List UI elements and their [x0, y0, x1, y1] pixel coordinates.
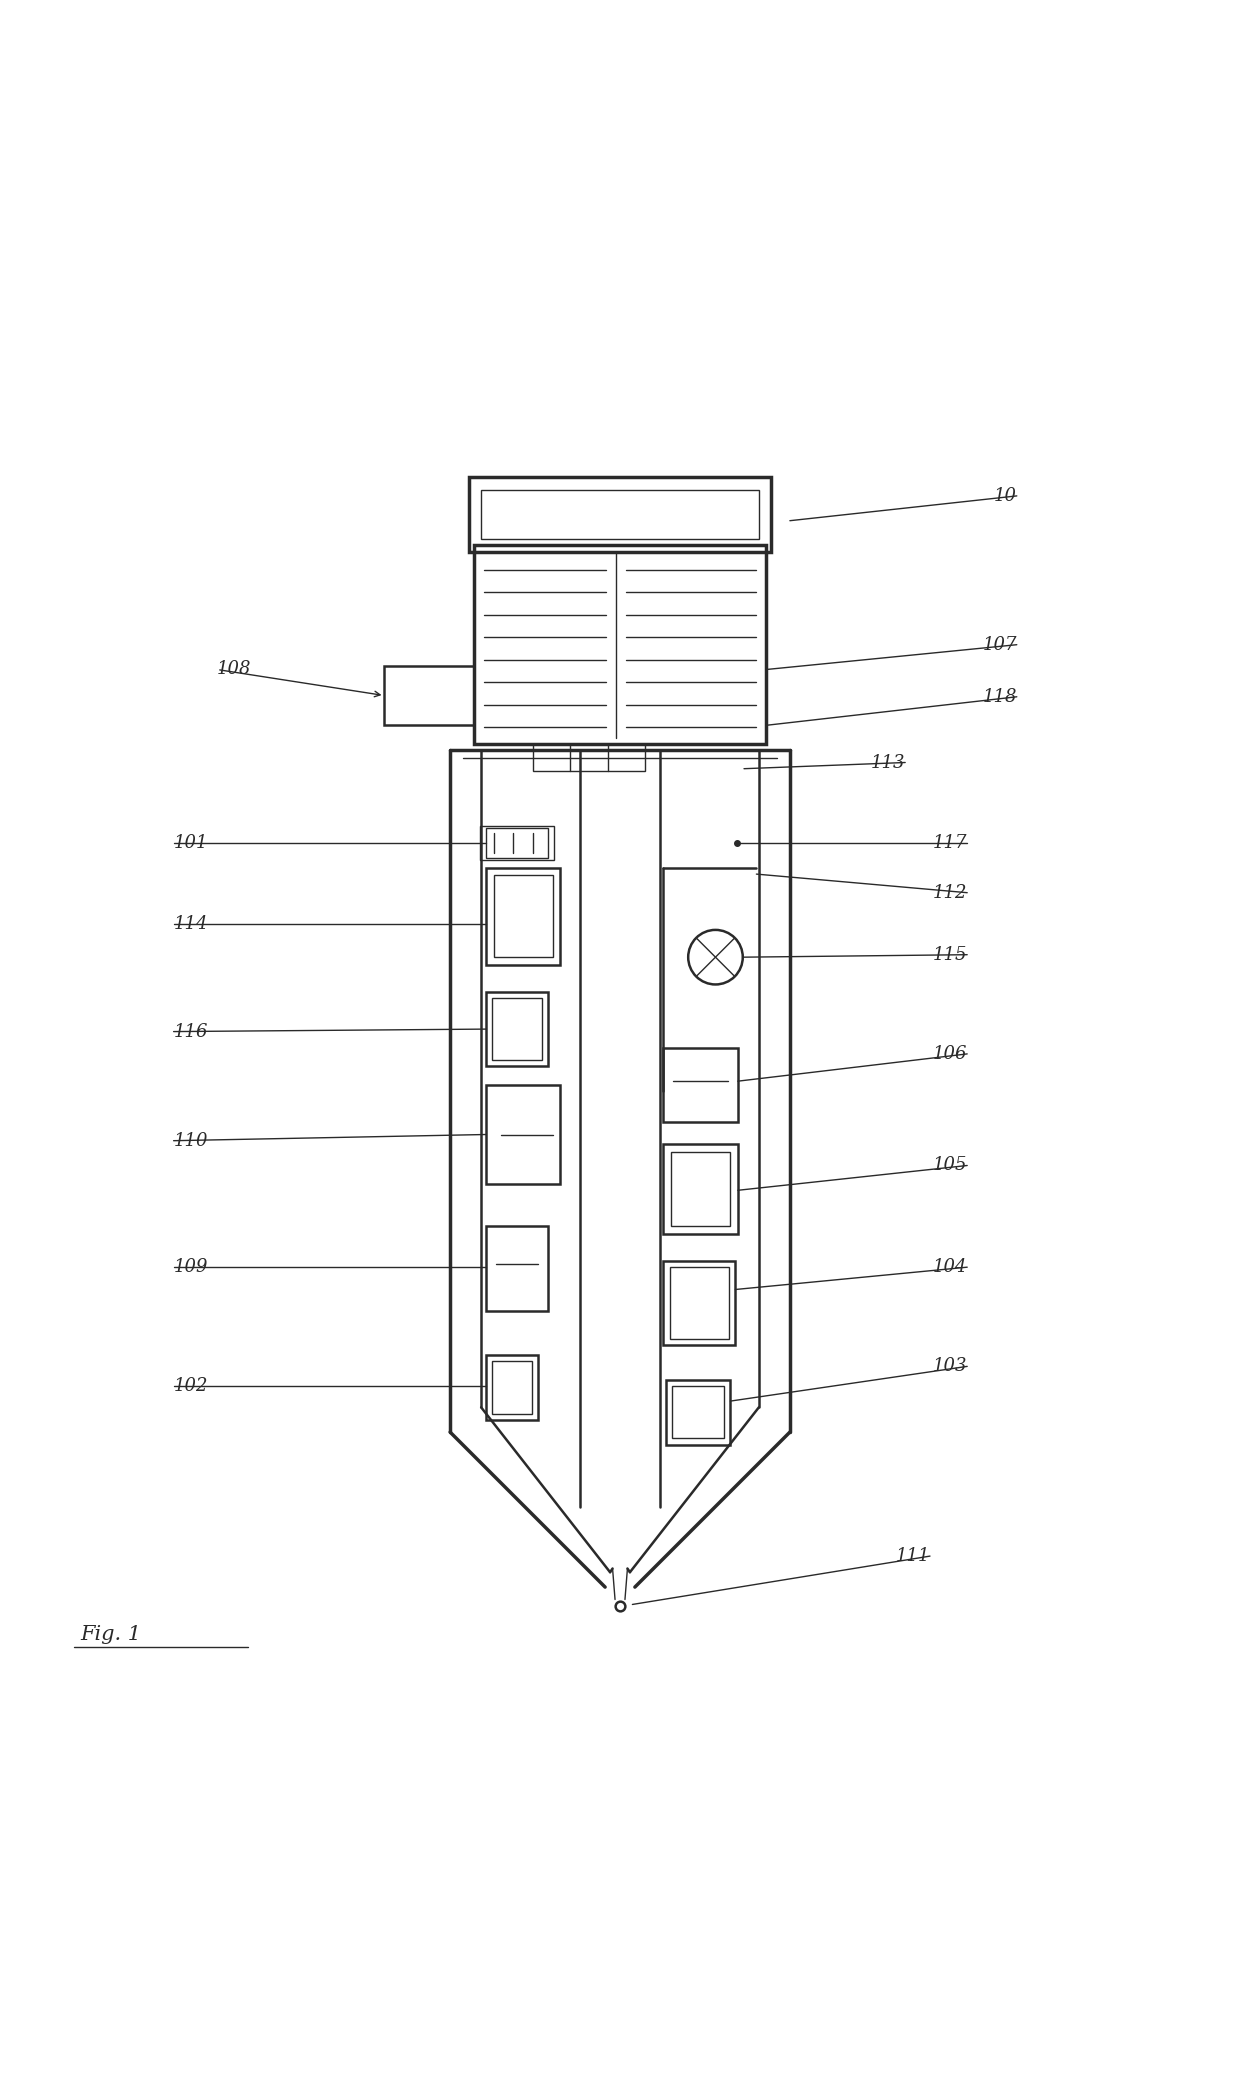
Bar: [663, 1144, 738, 1233]
Bar: [670, 1266, 729, 1339]
Text: 110: 110: [174, 1131, 208, 1150]
Bar: [384, 667, 474, 725]
Text: Fig. 1: Fig. 1: [81, 1625, 141, 1643]
Bar: [494, 875, 553, 958]
Bar: [469, 477, 771, 552]
Text: 106: 106: [932, 1046, 967, 1062]
Bar: [486, 1085, 560, 1183]
Bar: [492, 1362, 532, 1414]
Text: 104: 104: [932, 1258, 967, 1277]
Bar: [492, 998, 542, 1060]
Text: 111: 111: [895, 1548, 930, 1564]
Bar: [486, 829, 548, 858]
Bar: [486, 869, 560, 964]
Text: 115: 115: [932, 946, 967, 964]
Text: 112: 112: [932, 883, 967, 902]
Text: 118: 118: [982, 687, 1017, 706]
Text: 116: 116: [174, 1023, 208, 1042]
Bar: [486, 1227, 548, 1310]
Bar: [486, 1356, 538, 1421]
Bar: [533, 744, 645, 771]
Text: 114: 114: [174, 914, 208, 933]
Bar: [663, 1048, 738, 1123]
Bar: [666, 1381, 730, 1444]
Text: 103: 103: [932, 1358, 967, 1375]
Text: 101: 101: [174, 833, 208, 852]
Bar: [672, 1385, 724, 1437]
Bar: [480, 825, 554, 860]
Text: 107: 107: [982, 635, 1017, 654]
Text: 108: 108: [217, 660, 252, 679]
Text: 105: 105: [932, 1156, 967, 1175]
Bar: [486, 992, 548, 1066]
Bar: [671, 1152, 730, 1227]
Text: 117: 117: [932, 833, 967, 852]
Text: 109: 109: [174, 1258, 208, 1277]
Text: 102: 102: [174, 1377, 208, 1396]
Bar: [481, 490, 759, 539]
Text: 113: 113: [870, 754, 905, 771]
Bar: [474, 546, 766, 744]
Bar: [663, 1260, 735, 1346]
Text: 10: 10: [993, 487, 1017, 504]
